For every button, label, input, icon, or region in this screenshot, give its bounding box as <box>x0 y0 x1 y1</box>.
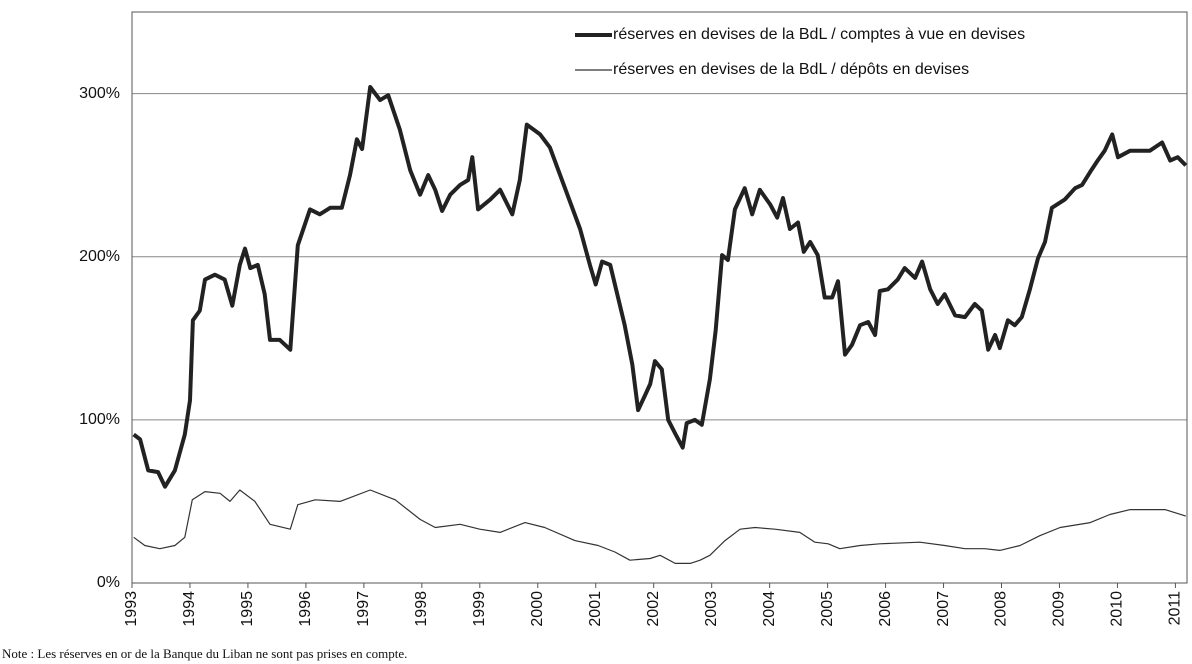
x-tick-label: 2007 <box>935 591 952 627</box>
plot-frame <box>131 11 1188 584</box>
x-tick-label: 1996 <box>297 591 314 627</box>
x-tick-label: 1994 <box>181 591 198 627</box>
x-tick-label: 2011 <box>1167 591 1184 626</box>
y-tick-label: 0% <box>97 574 120 591</box>
series-line <box>133 489 1186 564</box>
series-line <box>132 85 1188 489</box>
legend-label: réserves en devises de la BdL / comptes … <box>613 26 1025 43</box>
x-tick-label: 1997 <box>355 591 372 627</box>
x-tick-label: 2010 <box>1109 591 1126 627</box>
x-tick-label: 2005 <box>819 591 836 627</box>
x-tick-label: 1993 <box>123 591 140 627</box>
x-tick-label: 2000 <box>529 591 546 627</box>
x-tick-label: 2006 <box>877 591 894 627</box>
x-tick-label: 1999 <box>471 591 488 627</box>
x-tick-label: 1995 <box>239 591 256 627</box>
y-tick-label: 100% <box>79 411 120 428</box>
legend-label: réserves en devises de la BdL / dépôts e… <box>613 61 969 78</box>
x-tick-label: 2001 <box>587 591 604 627</box>
x-tick-label: 2003 <box>703 591 720 627</box>
x-tick-label: 2008 <box>993 591 1010 627</box>
x-tick-label: 2004 <box>761 591 778 627</box>
y-tick-label: 200% <box>79 248 120 265</box>
note: Note : Les réserves en or de la Banque d… <box>2 646 407 661</box>
x-tick-label: 2002 <box>645 591 662 627</box>
x-tick-label: 2009 <box>1051 591 1068 627</box>
y-tick-label: 300% <box>79 85 120 102</box>
x-tick-label: 1998 <box>413 591 430 627</box>
